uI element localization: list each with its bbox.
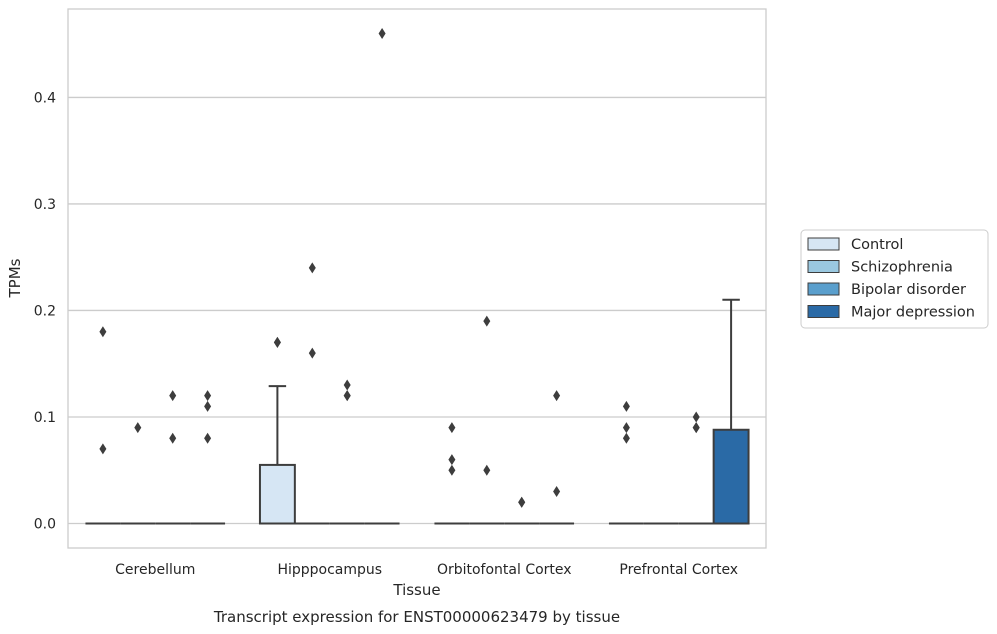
outlier-layer <box>99 28 700 508</box>
legend: Control Schizophrenia Bipolar disorder Majo… <box>800 229 989 329</box>
y-tick-label: 0.0 <box>34 517 56 533</box>
outlier-point <box>518 496 526 508</box>
outlier-point <box>378 28 386 39</box>
y-tick-label: 0.3 <box>34 197 56 213</box>
outlier-point <box>308 262 316 274</box>
chart-caption: Transcript expression for ENST0000062347… <box>213 608 620 626</box>
x-axis-label: Tissue <box>392 581 440 599</box>
outlier-point <box>448 422 456 434</box>
plot-frame <box>67 8 767 549</box>
outlier-point <box>99 326 107 338</box>
outlier-point <box>204 432 212 444</box>
y-tick-label: 0.4 <box>34 90 56 106</box>
outlier-point <box>622 422 630 434</box>
legend-swatch <box>807 305 840 318</box>
outlier-point <box>622 400 630 412</box>
legend-label: Control <box>851 237 903 253</box>
outlier-point <box>448 454 456 466</box>
x-tick-label: Hipppocampus <box>277 562 382 578</box>
box-layer <box>85 298 750 525</box>
outlier-point <box>553 390 561 402</box>
outlier-point <box>204 400 212 412</box>
y-tick-label: 0.1 <box>34 410 56 426</box>
legend-label: Schizophrenia <box>851 260 953 276</box>
outlier-point <box>483 315 491 327</box>
outlier-point <box>169 390 177 402</box>
outlier-point <box>622 432 630 444</box>
legend-swatch <box>807 237 840 251</box>
box <box>258 463 296 525</box>
box <box>712 428 750 525</box>
grid-layer <box>68 96 766 525</box>
outlier-point <box>692 422 700 434</box>
outlier-point <box>204 390 212 402</box>
outlier-point <box>448 464 456 476</box>
legend-label: Major depression <box>851 305 975 321</box>
outlier-point <box>483 464 491 476</box>
outlier-point <box>692 411 700 423</box>
outlier-point <box>99 443 107 455</box>
y-axis-ticks: 0.0 0.1 0.2 0.3 0.4 <box>34 90 56 532</box>
outlier-point <box>308 347 316 359</box>
legend-swatch <box>807 282 840 296</box>
outlier-point <box>134 422 142 434</box>
x-tick-label: Cerebellum <box>115 562 195 578</box>
y-axis-label: TPMs <box>6 258 24 298</box>
legend-label: Bipolar disorder <box>851 282 966 298</box>
legend-swatch <box>807 260 840 273</box>
outlier-point <box>273 336 281 348</box>
y-tick-label: 0.2 <box>34 303 56 319</box>
x-tick-label: Prefrontal Cortex <box>619 562 738 578</box>
outlier-point <box>169 432 177 444</box>
x-axis-ticks: Cerebellum Hipppocampus Orbitofontal Corte… <box>115 562 738 578</box>
outlier-point <box>553 486 561 498</box>
outlier-point <box>343 379 351 391</box>
x-tick-label: Orbitofontal Cortex <box>437 562 572 578</box>
outlier-point <box>343 390 351 402</box>
legend-frame <box>800 229 989 329</box>
